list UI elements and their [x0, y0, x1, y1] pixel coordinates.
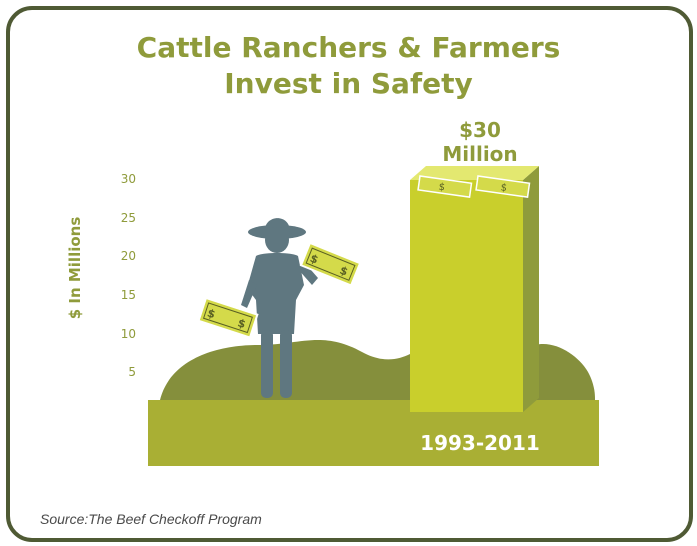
- dollar-bill-icon: $: [417, 175, 473, 198]
- y-tick-label: 25: [120, 210, 136, 225]
- y-tick-label: 30: [120, 172, 136, 186]
- svg-text:$: $: [206, 307, 217, 322]
- svg-text:$: $: [236, 316, 247, 331]
- bar-group: [410, 166, 539, 412]
- x-category-label: 1993-2011: [420, 431, 540, 455]
- y-axis-label: $ In Millions: [66, 216, 84, 320]
- y-tick-label: 20: [120, 249, 136, 264]
- chart-title-line-2: Invest in Safety: [224, 67, 473, 100]
- y-tick-label: 10: [120, 326, 136, 341]
- bar-front: [410, 180, 523, 412]
- dollar-bill-icon: $ $: [197, 296, 259, 339]
- bar-side: [523, 166, 539, 412]
- y-tick-label: 5: [128, 365, 136, 380]
- svg-text:$: $: [438, 182, 446, 194]
- bar-data-label-line-2: Million: [442, 142, 518, 166]
- dollar-bill-icon: $ $: [299, 241, 362, 287]
- svg-text:$: $: [500, 182, 508, 194]
- chart-title-line-1: Cattle Ranchers & Farmers: [136, 31, 561, 64]
- bar-data-label-line-1: $30: [459, 118, 501, 142]
- bar-data-label: $30 Million: [420, 118, 540, 166]
- hill-right: [535, 344, 595, 400]
- chart-title: Cattle Ranchers & Farmers Invest in Safe…: [0, 30, 697, 102]
- svg-text:$: $: [338, 264, 350, 279]
- source-note: Source:The Beef Checkoff Program: [40, 511, 262, 527]
- rancher-figure-icon: [241, 218, 318, 398]
- y-tick-label: 15: [120, 288, 136, 302]
- svg-text:$: $: [308, 252, 320, 267]
- bar-top-money: $ $: [417, 175, 531, 198]
- bar-top: [410, 166, 539, 180]
- dollar-bill-icon: $: [475, 175, 531, 198]
